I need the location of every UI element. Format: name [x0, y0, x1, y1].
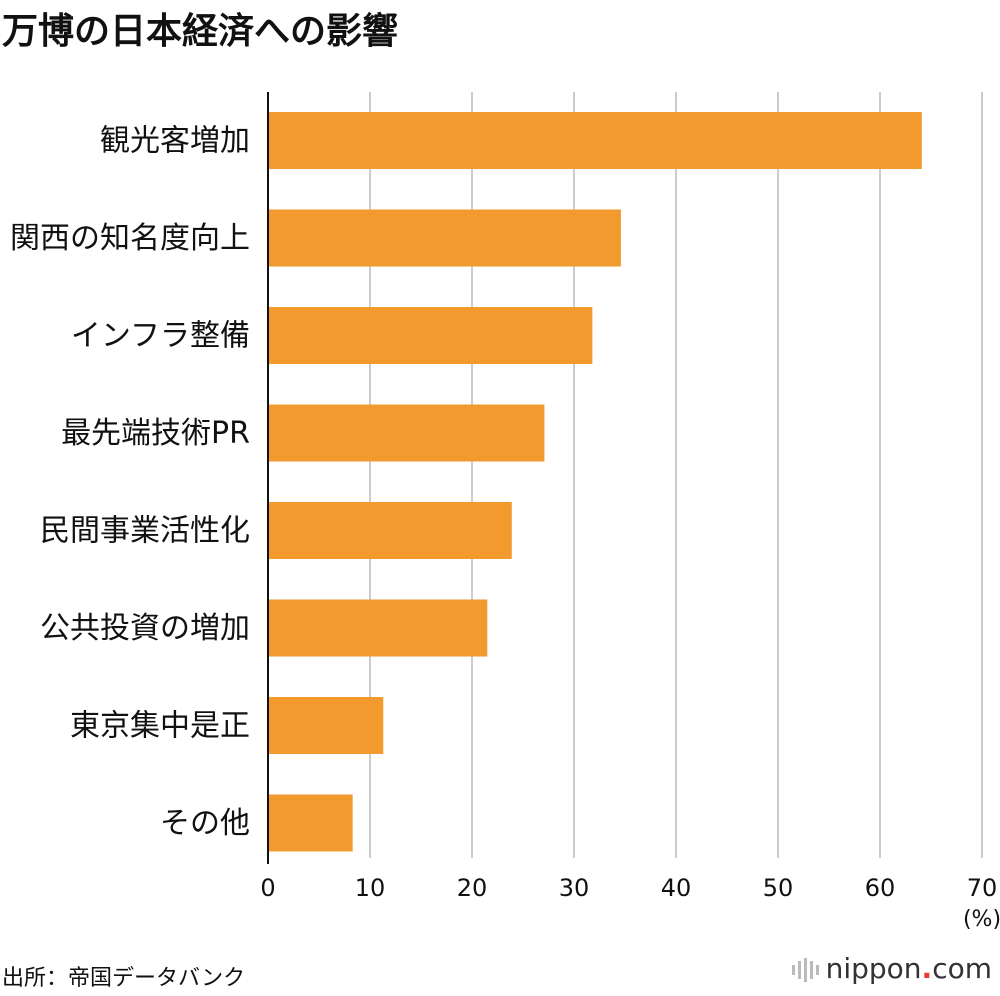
- x-unit-label: (%): [963, 907, 1000, 932]
- brand-logo: nippon.com: [790, 952, 992, 985]
- bar: [268, 502, 512, 559]
- chart-title: 万博の日本経済への影響: [2, 11, 399, 52]
- category-label: インフラ整備: [71, 319, 250, 354]
- bar: [268, 112, 922, 169]
- tick-labels: 0 10 20 30 40 50 60 70 (%): [260, 874, 1000, 932]
- bar: [268, 404, 545, 462]
- grid-lines: [369, 92, 983, 858]
- category-label: 公共投資の増加: [40, 611, 250, 646]
- x-tick-label: 20: [457, 874, 488, 902]
- bar: [268, 209, 621, 267]
- nippon-logo-icon: [791, 957, 819, 982]
- category-label: 最先端技術PR: [61, 416, 250, 451]
- category-label: 関西の知名度向上: [10, 221, 250, 256]
- category-label: 観光客増加: [100, 124, 250, 159]
- x-tick-label: 10: [355, 874, 386, 902]
- x-tick-label: 70: [967, 874, 998, 902]
- brand-domain: com: [932, 952, 992, 985]
- bars: [268, 112, 922, 852]
- bar: [268, 697, 384, 754]
- category-label: 民間事業活性化: [40, 514, 250, 549]
- source-note: 出所：帝国データバンク: [2, 966, 246, 991]
- x-tick-label: 0: [260, 874, 275, 902]
- x-tick-label: 30: [559, 874, 590, 902]
- bar: [268, 307, 593, 364]
- x-tick-label: 50: [763, 874, 794, 902]
- x-tick-label: 40: [661, 874, 692, 902]
- brand-dot: .: [921, 952, 933, 985]
- x-tick-label: 60: [865, 874, 896, 902]
- bar: [268, 794, 353, 852]
- bar: [268, 599, 488, 657]
- category-label: 東京集中是正: [70, 709, 250, 744]
- brand-name: nippon: [825, 952, 922, 985]
- category-label: その他: [160, 806, 250, 841]
